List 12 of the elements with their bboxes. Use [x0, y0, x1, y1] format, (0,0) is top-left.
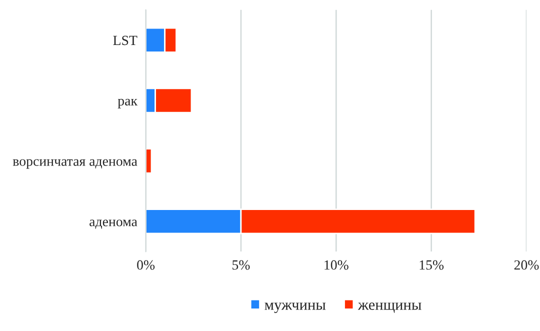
legend-label: женщины: [358, 302, 422, 313]
y-tick-label: аденома: [90, 220, 138, 229]
y-tick-label: рак: [118, 98, 138, 108]
x-tick-label: 5%: [232, 260, 250, 270]
x-tick-label: 20%: [514, 260, 539, 270]
bar: [146, 148, 152, 174]
y-tick-label: LST: [113, 36, 138, 46]
x-tick-label: 10%: [324, 260, 348, 270]
x-tick-label: 0%: [137, 260, 155, 270]
y-tick-label: ворсинчатая аденома: [12, 159, 138, 169]
legend-label: мужчины: [264, 302, 326, 314]
x-tick-label: 15%: [420, 260, 444, 270]
